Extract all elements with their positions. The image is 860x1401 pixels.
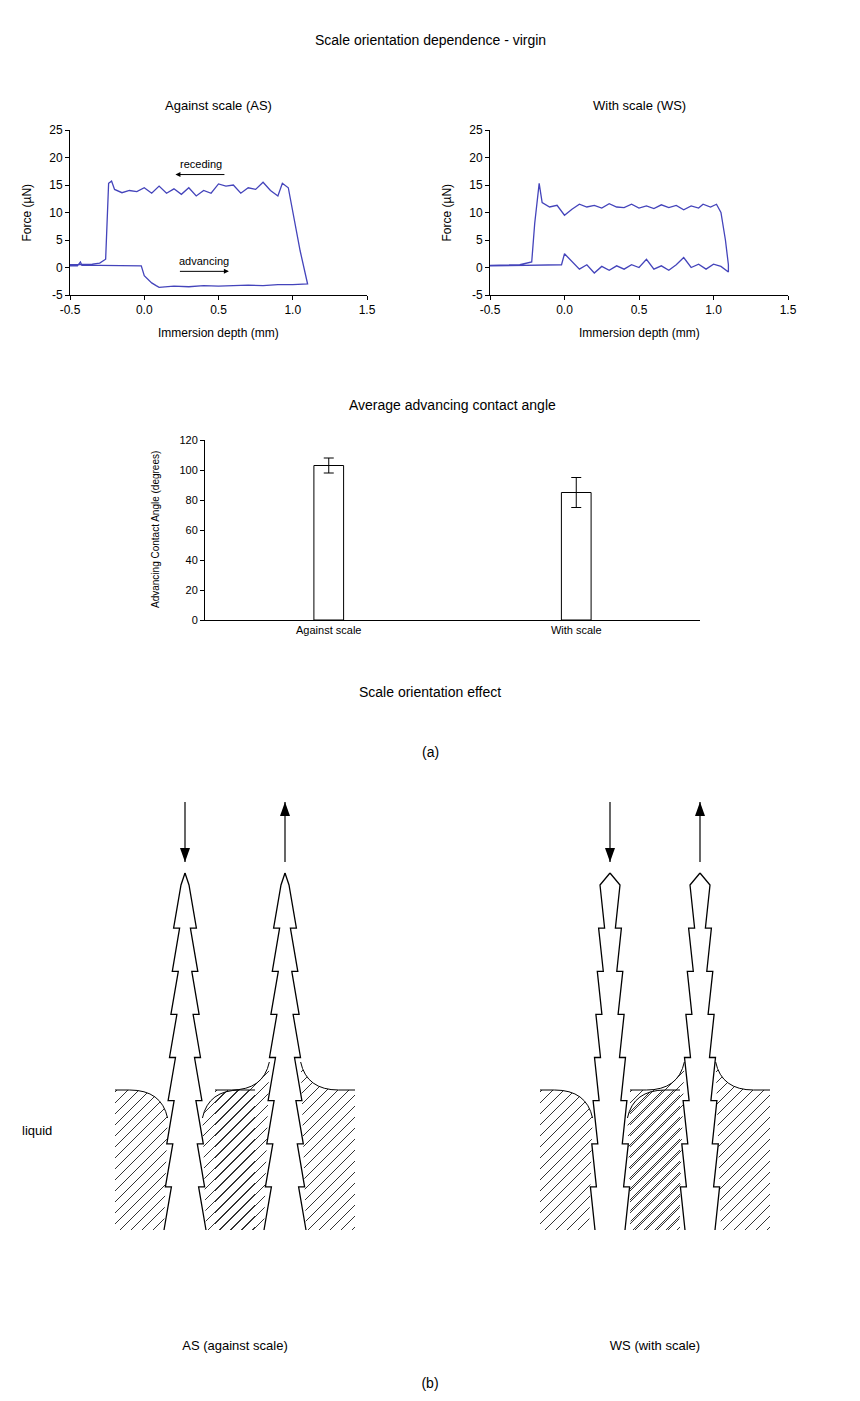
svg-text:20: 20 <box>186 584 198 596</box>
svg-text:15: 15 <box>49 178 63 192</box>
svg-text:-0.5: -0.5 <box>480 303 501 317</box>
svg-text:Force (µN): Force (µN) <box>440 184 454 242</box>
svg-text:Scale orientation effect: Scale orientation effect <box>359 684 501 700</box>
svg-text:1.0: 1.0 <box>284 303 301 317</box>
svg-text:10: 10 <box>469 206 483 220</box>
svg-text:100: 100 <box>179 464 197 476</box>
svg-text:Scale orientation dependence -: Scale orientation dependence - virgin <box>315 32 546 48</box>
svg-text:1.0: 1.0 <box>705 303 722 317</box>
svg-text:AS (against scale): AS (against scale) <box>182 1338 288 1353</box>
svg-text:5: 5 <box>56 233 63 247</box>
svg-text:WS (with scale): WS (with scale) <box>610 1338 700 1353</box>
svg-text:0: 0 <box>56 261 63 275</box>
svg-text:0.5: 0.5 <box>631 303 648 317</box>
svg-text:Advancing Contact Angle (degre: Advancing Contact Angle (degrees) <box>150 451 161 608</box>
svg-text:1.5: 1.5 <box>780 303 797 317</box>
svg-text:120: 120 <box>179 434 197 446</box>
svg-text:5: 5 <box>476 233 483 247</box>
svg-text:-5: -5 <box>52 288 63 302</box>
svg-text:25: 25 <box>49 123 63 137</box>
svg-text:With scale: With scale <box>551 624 602 636</box>
svg-text:10: 10 <box>49 206 63 220</box>
svg-text:Average advancing contact angl: Average advancing contact angle <box>349 397 556 413</box>
svg-text:0.5: 0.5 <box>210 303 227 317</box>
svg-text:With scale (WS): With scale (WS) <box>593 98 686 113</box>
svg-text:Against scale (AS): Against scale (AS) <box>165 98 272 113</box>
svg-text:0: 0 <box>192 614 198 626</box>
svg-text:-0.5: -0.5 <box>60 303 81 317</box>
svg-text:Immersion depth (mm): Immersion depth (mm) <box>579 326 700 340</box>
svg-text:-5: -5 <box>472 288 483 302</box>
svg-text:60: 60 <box>186 524 198 536</box>
svg-text:Against scale: Against scale <box>296 624 361 636</box>
svg-text:25: 25 <box>469 123 483 137</box>
svg-text:20: 20 <box>469 151 483 165</box>
svg-text:Immersion depth (mm): Immersion depth (mm) <box>158 326 279 340</box>
svg-text:1.5: 1.5 <box>359 303 376 317</box>
svg-text:Force (µN): Force (µN) <box>20 184 34 242</box>
svg-text:0.0: 0.0 <box>556 303 573 317</box>
svg-text:liquid: liquid <box>22 1123 52 1138</box>
svg-text:receding: receding <box>180 158 222 170</box>
svg-text:80: 80 <box>186 494 198 506</box>
svg-text:0.0: 0.0 <box>136 303 153 317</box>
svg-text:(b): (b) <box>421 1375 438 1391</box>
svg-text:15: 15 <box>469 178 483 192</box>
svg-text:20: 20 <box>49 151 63 165</box>
svg-text:(a): (a) <box>422 744 439 760</box>
svg-text:40: 40 <box>186 554 198 566</box>
svg-text:advancing: advancing <box>179 255 229 267</box>
svg-text:0: 0 <box>476 261 483 275</box>
